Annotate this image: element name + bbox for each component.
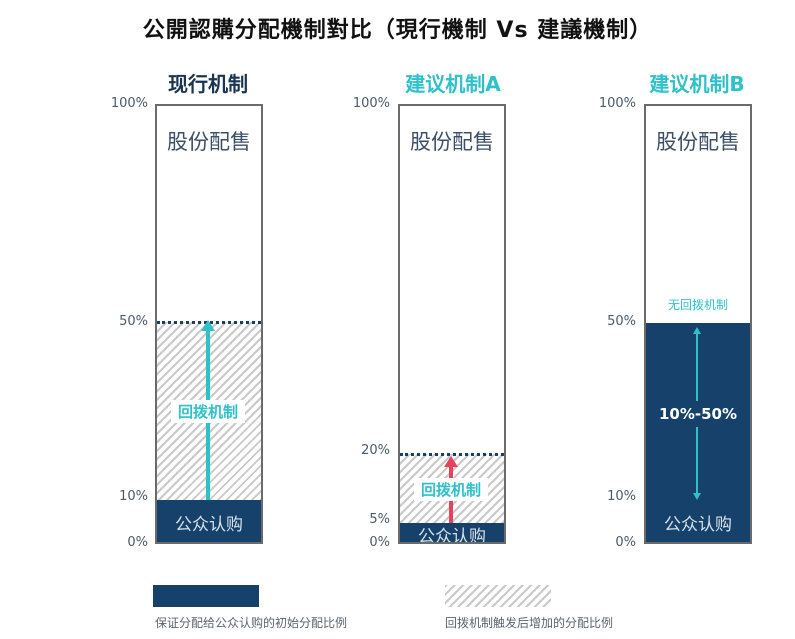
legend-label-clawback: 回拨机制触发后增加的分配比例 — [445, 616, 614, 630]
no-clawback-label: 无回拨机制 — [667, 298, 728, 312]
share-placement-label: 股份配售 — [656, 130, 740, 154]
share-placement-label: 股份配售 — [410, 130, 494, 154]
arrow-down-icon — [693, 493, 701, 500]
column-heading-proposal-a: 建议机制A — [405, 72, 501, 96]
column-heading-proposal-b: 建议机制B — [649, 72, 745, 96]
clawback-label: 回拨机制 — [414, 478, 488, 501]
arrow-head-icon — [444, 456, 458, 467]
range-arrow-up-line — [696, 333, 698, 401]
legend-swatch-hatch — [445, 585, 551, 607]
clawback-label: 回拨机制 — [171, 400, 245, 423]
cap-dotted-line — [400, 453, 504, 456]
bar-current: 股份配售 回拨机制 公众认购 — [155, 104, 263, 544]
public-subscription-area: 10%-50% 公众认购 — [646, 323, 750, 542]
public-subscription-label: 公众认购 — [664, 515, 732, 535]
share-placement-label: 股份配售 — [167, 130, 251, 154]
arrow-up-icon — [693, 327, 701, 334]
legend-swatch-navy — [153, 585, 259, 607]
tick-100: 100% — [352, 96, 390, 111]
tick-50: 50% — [119, 314, 148, 329]
tick-0: 0% — [127, 535, 148, 550]
tick-50: 50% — [607, 314, 636, 329]
range-label: 10%-50% — [658, 405, 738, 423]
arrow-head-icon — [201, 320, 215, 331]
public-subscription-area: 公众认购 — [157, 500, 261, 542]
tick-5: 5% — [369, 512, 390, 527]
tick-100: 100% — [598, 96, 636, 111]
public-subscription-label: 公众认购 — [418, 527, 486, 544]
public-subscription-label: 公众认购 — [175, 515, 243, 535]
page-title: 公開認購分配機制對比（現行機制 Vs 建議機制） — [142, 18, 653, 43]
tick-0: 0% — [369, 535, 390, 550]
tick-10: 10% — [119, 489, 148, 504]
range-arrow-down-line — [696, 427, 698, 495]
bar-proposal-a: 股份配售 回拨机制 公众认购 — [398, 104, 506, 544]
column-heading-current: 现行机制 — [168, 72, 248, 96]
tick-0: 0% — [615, 535, 636, 550]
tick-100: 100% — [110, 96, 148, 111]
tick-20: 20% — [361, 443, 390, 458]
tick-10: 10% — [607, 489, 636, 504]
public-subscription-area: 公众认购 — [400, 523, 504, 542]
legend-label-initial: 保证分配给公众认购的初始分配比例 — [155, 616, 348, 630]
bar-proposal-b: 股份配售 无回拨机制 10%-50% 公众认购 — [644, 104, 752, 544]
